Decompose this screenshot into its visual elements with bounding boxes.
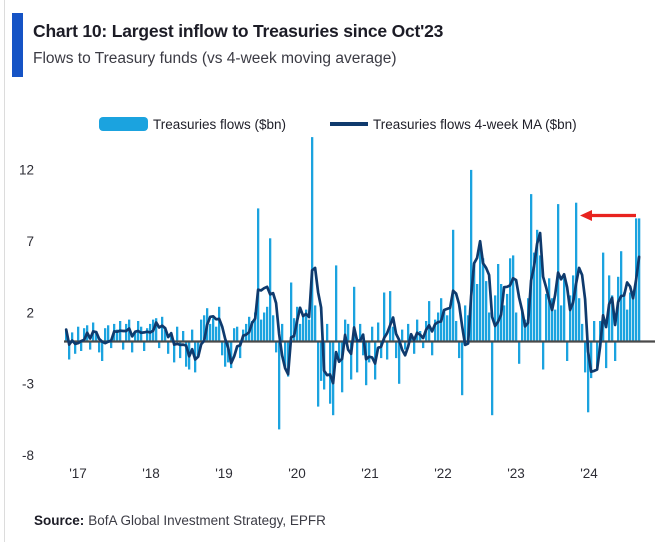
legend: Treasuries flows ($bn) Treasuries flows …	[99, 111, 577, 137]
source-line: Source: BofA Global Investment Strategy, …	[34, 513, 326, 528]
chart-subtitle: Flows to Treasury funds (vs 4-week movin…	[33, 50, 397, 67]
legend-bars-label: Treasuries flows ($bn)	[153, 116, 287, 132]
legend-item-ma-line: Treasuries flows 4-week MA ($bn)	[330, 117, 577, 132]
x-tick-label: '19	[215, 466, 233, 481]
x-tick-label: '24	[580, 466, 598, 481]
legend-ma-label: Treasuries flows 4-week MA ($bn)	[373, 116, 577, 132]
legend-bar-swatch-icon	[99, 117, 148, 131]
y-tick-label: 7	[26, 234, 34, 249]
x-tick-label: '23	[507, 466, 525, 481]
legend-line-swatch-icon	[330, 122, 369, 126]
record-inflow-arrow-icon	[580, 210, 636, 222]
page-left-border	[4, 0, 5, 542]
y-tick-label: 12	[19, 163, 34, 178]
source-text: BofA Global Investment Strategy, EPFR	[88, 513, 326, 528]
chart-title: Chart 10: Largest inflow to Treasuries s…	[33, 21, 444, 41]
source-label: Source:	[34, 513, 85, 528]
y-tick-label: 2	[26, 305, 34, 320]
x-tick-label: '18	[142, 466, 160, 481]
x-tick-label: '22	[434, 466, 452, 481]
header-accent-bar	[12, 13, 23, 77]
y-tick-label: -3	[22, 377, 34, 392]
legend-item-bars: Treasuries flows ($bn)	[99, 117, 286, 132]
x-tick-label: '21	[361, 466, 379, 481]
x-tick-label: '20	[288, 466, 306, 481]
y-tick-label: -8	[22, 448, 34, 463]
x-tick-label: '17	[69, 466, 87, 481]
